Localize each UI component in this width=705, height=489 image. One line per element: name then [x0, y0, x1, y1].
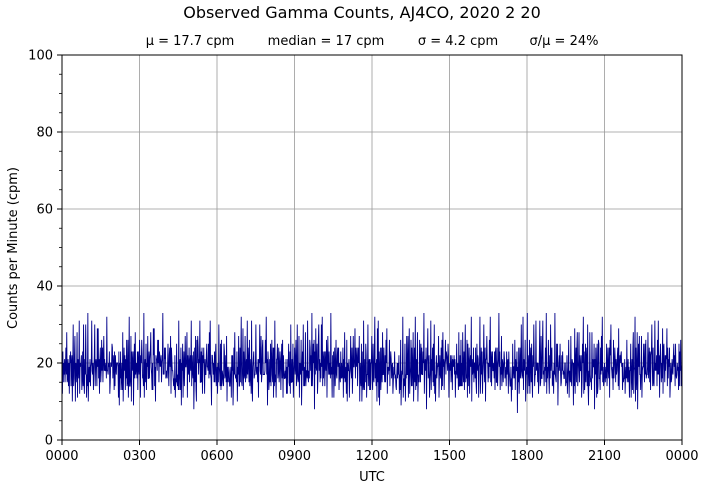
series-line-gamma-counts — [61, 312, 683, 414]
x-tick-label: 0000 — [665, 449, 698, 464]
stat-median: median = 17 cpm — [268, 34, 385, 49]
x-tick-label: 0000 — [45, 449, 78, 464]
x-tick-label: 2100 — [588, 449, 621, 464]
grid — [62, 55, 682, 440]
y-tick-label: 100 — [28, 49, 53, 64]
x-tick-label: 1500 — [433, 449, 466, 464]
x-tick-label: 1200 — [355, 449, 388, 464]
stat-mean: μ = 17.7 cpm — [146, 34, 235, 49]
y-axis-label: Counts per Minute (cpm) — [6, 167, 21, 329]
stat-sigma: σ = 4.2 cpm — [418, 34, 498, 49]
chart-title: Observed Gamma Counts, AJ4CO, 2020 2 20 — [183, 3, 541, 22]
stat-cv: σ/μ = 24% — [530, 34, 599, 49]
y-tick-label: 80 — [36, 126, 53, 141]
y-tick-label: 40 — [36, 280, 53, 295]
series-layer — [61, 312, 683, 414]
x-tick-label: 1800 — [510, 449, 543, 464]
ticks: 0000 0300 0600 0900 1200 1500 1800 2100 00000204… — [28, 49, 698, 465]
x-tick-label: 0300 — [123, 449, 156, 464]
y-tick-label: 20 — [36, 357, 53, 372]
x-tick-label: 0900 — [278, 449, 311, 464]
x-axis-label: UTC — [359, 470, 385, 485]
y-tick-label: 60 — [36, 203, 53, 218]
x-tick-label: 0600 — [200, 449, 233, 464]
y-tick-label: 0 — [45, 434, 53, 449]
